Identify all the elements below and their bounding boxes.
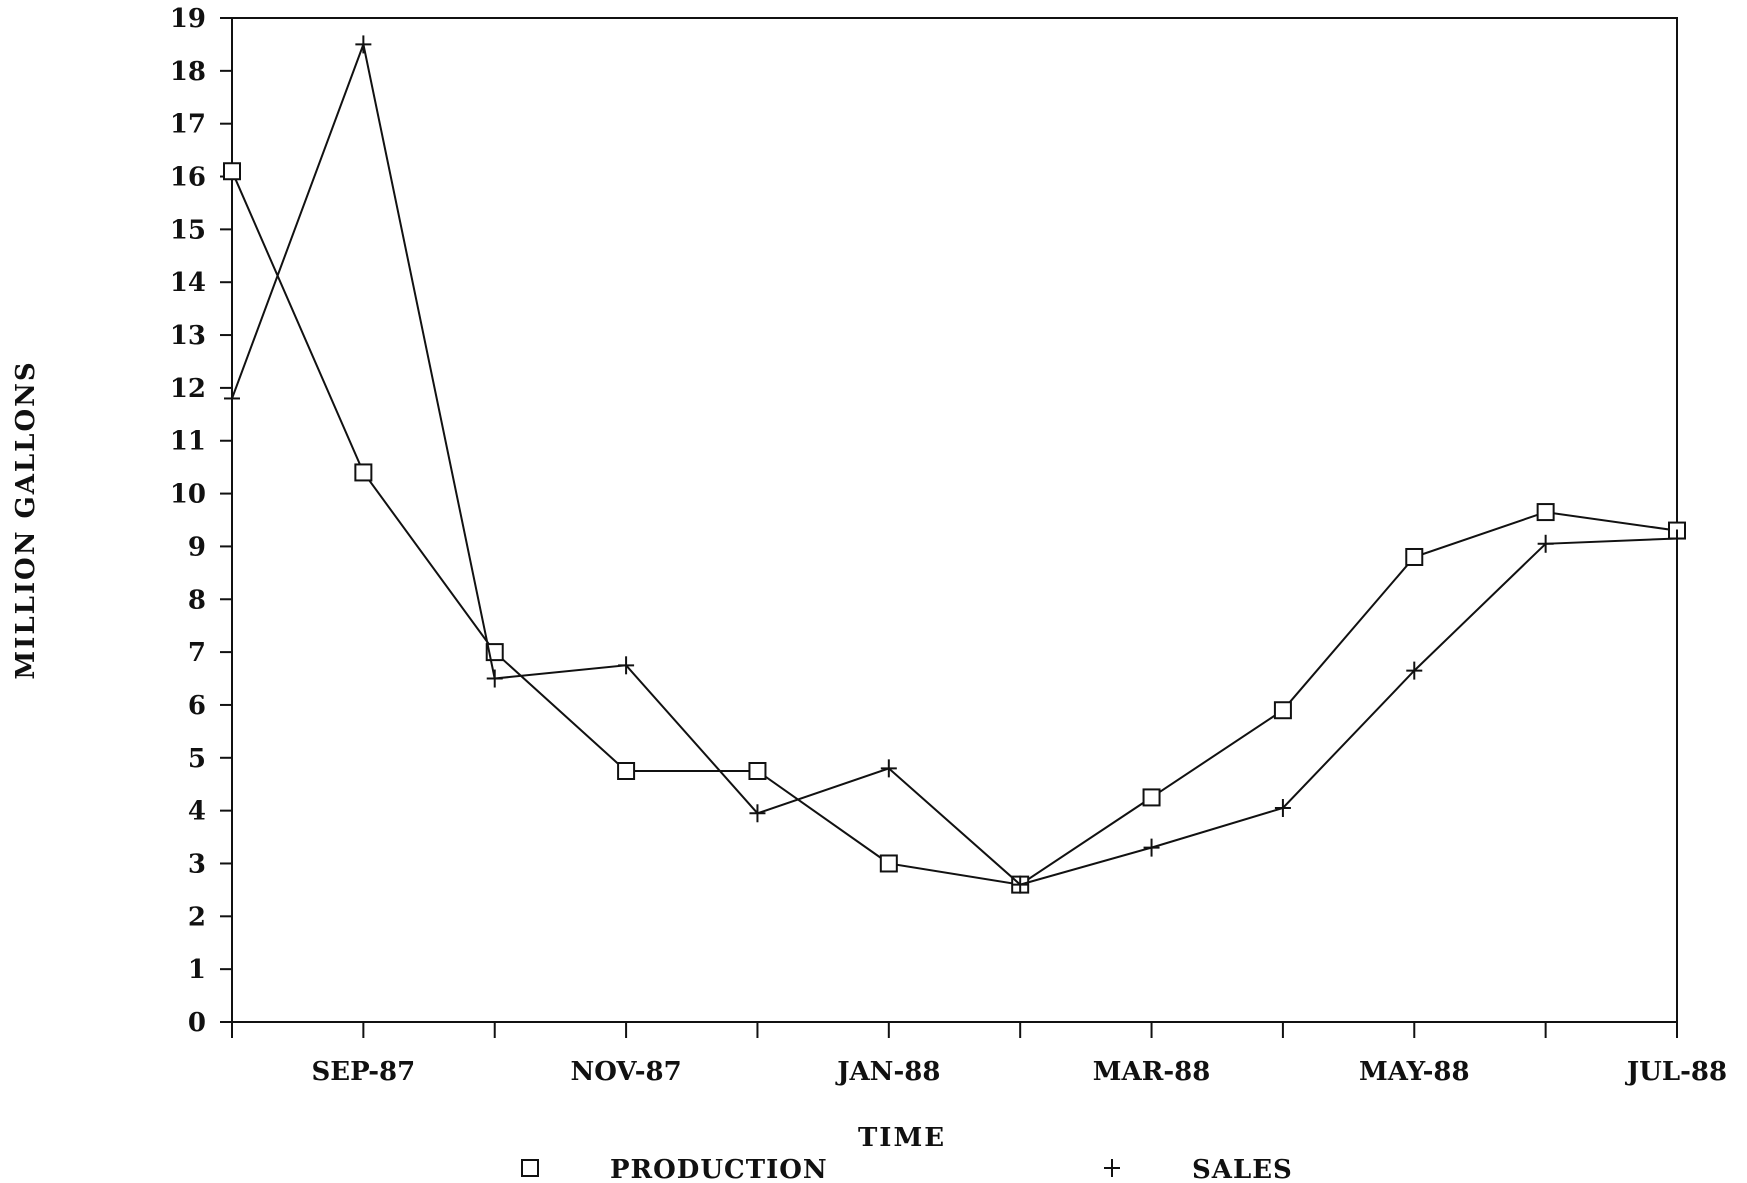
legend-label-production: PRODUCTION: [610, 1155, 828, 1183]
y-tick-label: 16: [170, 163, 206, 193]
y-tick-label: 13: [170, 321, 206, 351]
data-point-production: [223, 162, 241, 181]
data-point-production: [1405, 547, 1424, 566]
series-line-production: [231, 170, 1678, 886]
y-tick-label: 8: [188, 585, 206, 615]
y-tick-label: 7: [188, 638, 206, 668]
data-point-sales: [355, 35, 372, 54]
data-point-sales: [1274, 798, 1291, 817]
x-tick-label: JAN-88: [835, 1057, 940, 1087]
x-axis: SEP-87 NOV-87 JAN-88 MAR-88 MAY-88 JUL-88: [231, 1022, 1727, 1087]
y-tick-label: 6: [188, 691, 206, 721]
y-tick-label: 1: [188, 955, 206, 985]
x-tick-label: MAY-88: [1359, 1057, 1470, 1087]
data-point-sales: [749, 804, 766, 823]
data-point-sales: [1143, 838, 1160, 857]
y-tick-label: 14: [170, 268, 206, 298]
y-tick-label: 18: [170, 57, 206, 87]
data-point-production: [1536, 503, 1555, 522]
x-tick-label: MAR-88: [1093, 1057, 1211, 1087]
y-tick-label: 11: [170, 427, 206, 457]
plot-area-frame: [231, 17, 1678, 1023]
x-tick-label: SEP-87: [312, 1057, 416, 1087]
y-tick-label: 3: [188, 849, 206, 879]
y-tick-label: 15: [170, 215, 206, 245]
legend-marker-production: [521, 1159, 539, 1177]
data-point-sales: [1012, 875, 1029, 894]
data-point-production: [748, 762, 767, 780]
y-tick-label: 5: [188, 744, 206, 774]
y-tick-label: 2: [188, 902, 206, 932]
data-point-production: [879, 854, 898, 873]
legend: PRODUCTION SALES: [521, 1155, 1293, 1183]
data-point-sales: [880, 759, 897, 778]
x-axis-title: TIME: [858, 1123, 946, 1153]
x-tick-label: JUL-88: [1625, 1057, 1727, 1087]
data-point-production: [617, 762, 636, 780]
y-tick-label: 17: [170, 110, 206, 140]
data-point-sales: [1537, 534, 1554, 553]
legend-label-sales: SALES: [1192, 1155, 1293, 1183]
data-point-production: [1273, 701, 1292, 720]
series-line-sales: [231, 40, 1678, 886]
y-tick-label: 12: [170, 374, 206, 404]
data-point-sales: [224, 389, 240, 408]
data-point-production: [354, 463, 373, 482]
y-tick-label: 19: [170, 4, 206, 34]
data-point-production: [1142, 788, 1161, 807]
data-point-sales: [1669, 529, 1685, 548]
y-tick-label: 0: [188, 1008, 206, 1038]
legend-marker-sales: [1104, 1159, 1120, 1177]
data-point-sales: [1406, 661, 1423, 680]
y-tick-label: 4: [188, 797, 206, 827]
y-tick-label: 10: [170, 480, 206, 510]
series-layer: [223, 35, 1686, 894]
y-tick-label: 9: [188, 532, 206, 562]
data-point-sales: [486, 669, 503, 688]
x-tick-label: NOV-87: [570, 1057, 681, 1087]
y-axis-title: MILLION GALLONS: [11, 360, 41, 679]
data-point-sales: [618, 656, 635, 675]
